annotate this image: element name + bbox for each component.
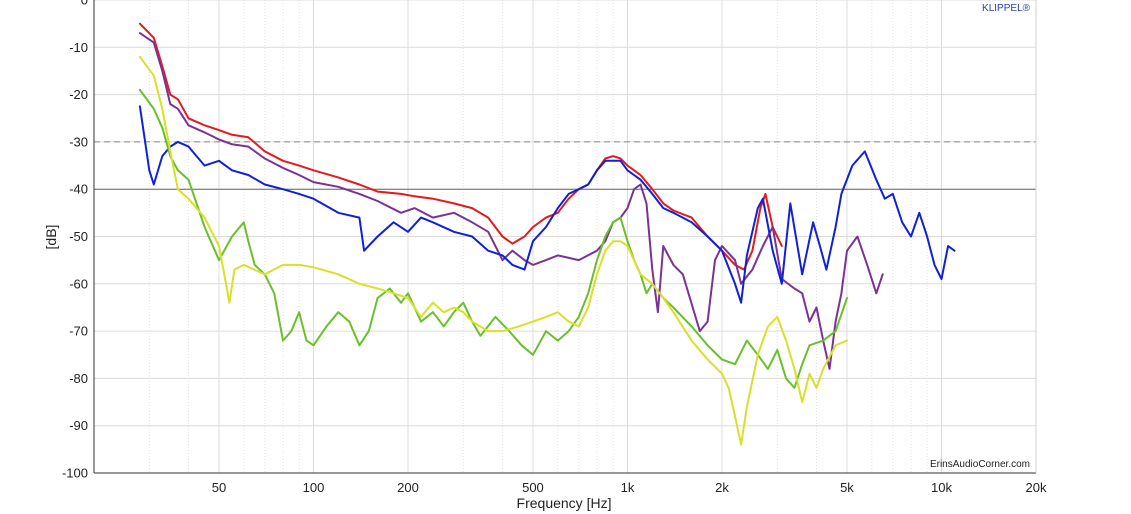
x-tick-label: 500	[522, 480, 544, 495]
x-tick-label: 1k	[621, 480, 635, 495]
y-tick-label: -10	[69, 40, 88, 55]
tick-labels: 50 100 200 500 1k 2k 5k 10k 20k 0 -10 -20 -30 -40 -50 -…	[62, 0, 1047, 495]
y-axis-label: [dB]	[43, 225, 59, 250]
x-tick-label: 5k	[840, 480, 854, 495]
y-tick-label: 0	[81, 0, 88, 8]
y-tick-label: -80	[69, 371, 88, 386]
x-tick-label: 200	[397, 480, 419, 495]
y-tick-label: -90	[69, 418, 88, 433]
x-tick-label: 100	[303, 480, 325, 495]
series-line-4	[138, 88, 848, 389]
y-tick-label: -30	[69, 134, 88, 149]
grid	[94, 0, 1037, 474]
x-axis-label: Frequency [Hz]	[517, 495, 612, 511]
x-tick-label: 10k	[931, 480, 952, 495]
series-line-2	[138, 32, 884, 370]
x-tick-label: 50	[212, 480, 226, 495]
series-line-1	[138, 22, 783, 271]
credit-watermark: ErinsAudioCorner.com	[930, 459, 1030, 470]
y-tick-label: -50	[69, 229, 88, 244]
y-tick-label: -70	[69, 324, 88, 339]
series-line-3	[138, 105, 956, 304]
y-tick-label: -60	[69, 276, 88, 291]
plot-frame	[93, 0, 1037, 474]
reference-lines	[94, 141, 1036, 190]
klippel-brand-label: KLIPPEL®	[982, 3, 1031, 14]
y-tick-label: -40	[69, 182, 88, 197]
y-tick-label: -100	[62, 466, 88, 481]
series-group	[138, 22, 956, 446]
y-tick-label: -20	[69, 87, 88, 102]
x-tick-label: 20k	[1026, 480, 1047, 495]
series-line-5	[138, 55, 848, 446]
x-tick-label: 2k	[715, 480, 729, 495]
